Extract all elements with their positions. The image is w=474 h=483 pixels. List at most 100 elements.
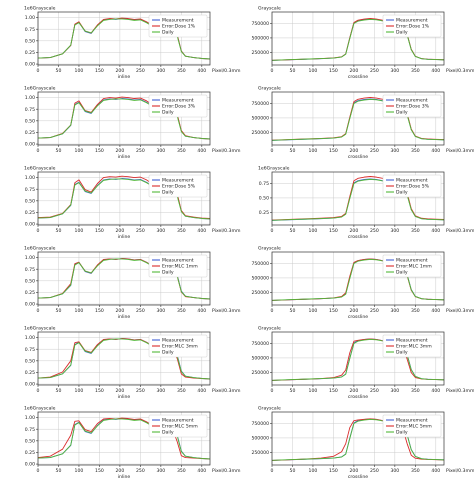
legend-box	[382, 94, 442, 118]
axis-header: 1e6Grayscale	[24, 6, 56, 12]
x-tick-label: 100	[75, 388, 84, 394]
pixel-unit-label: Pixel/0.3mm	[446, 308, 474, 314]
y-tick-label: 0.50	[25, 198, 35, 204]
pixel-unit-label: Pixel/0.3mm	[212, 308, 241, 314]
series-line-2	[37, 338, 211, 380]
x-tick-label: 250	[370, 68, 379, 74]
x-tick-label: 250	[370, 388, 379, 394]
y-tick-label: 0.50	[25, 438, 35, 444]
pixel-unit-label: Pixel/0.3mm	[446, 228, 474, 234]
axis-offset: 1e6	[24, 246, 33, 252]
x-tick-label: 50	[56, 148, 62, 154]
x-tick-label: 100	[309, 148, 318, 154]
x-tick-label: 150	[95, 148, 104, 154]
x-tick-label: 150	[329, 308, 338, 314]
chart-panel-4: 0 50 100 150 200 250 300 350 400 250000 500000 7500…	[251, 86, 474, 161]
chart-panel-7: 0 50 100 150 200 250 300 350 400 0.00 0.25 0.50 0.75…	[24, 246, 241, 321]
x-axis-label: inline	[118, 314, 131, 320]
x-axis-label: inline	[118, 234, 131, 240]
x-axis-label: inline	[118, 154, 131, 160]
x-tick-label: 200	[350, 148, 359, 154]
x-tick-label: 200	[116, 468, 125, 474]
x-tick-label: 300	[156, 308, 165, 314]
axis-header: Grayscale	[258, 6, 281, 12]
x-tick-label: 250	[136, 468, 145, 474]
axis-header: Grayscale	[258, 86, 281, 92]
x-tick-label: 200	[350, 68, 359, 74]
x-tick-label: 50	[56, 228, 62, 234]
x-tick-label: 100	[75, 308, 84, 314]
axis-offset: 1e6	[24, 406, 33, 412]
x-tick-label: 0	[37, 308, 40, 314]
legend-label-2: Error:MLC 5mm	[162, 424, 198, 430]
legend-label-1: Measurement	[396, 258, 428, 264]
legend-label-3: Daily	[162, 30, 174, 36]
x-tick-label: 250	[370, 468, 379, 474]
legend-label-1: Measurement	[162, 178, 194, 184]
series-line-3	[271, 338, 445, 381]
y-tick-label: 750000	[251, 341, 269, 347]
legend-label-2: Error:MLC 1mm	[396, 264, 432, 270]
x-tick-label: 50	[290, 388, 296, 394]
x-tick-label: 200	[350, 308, 359, 314]
plot-frame	[37, 331, 211, 386]
pixel-unit-label: Pixel/0.3mm	[446, 468, 474, 474]
legend-label-3: Daily	[396, 350, 408, 356]
x-tick-label: 250	[136, 228, 145, 234]
x-tick-label: 100	[309, 308, 318, 314]
x-tick-label: 100	[309, 388, 318, 394]
x-tick-label: 150	[95, 68, 104, 74]
axis-offset: 1e6	[24, 6, 33, 12]
x-axis-label: inline	[118, 474, 131, 480]
legend-label-2: Error:Dose 5%	[396, 184, 430, 190]
y-tick-label: 0.50	[25, 118, 35, 124]
chart-panel-6: 0 50 100 150 200 250 300 350 400 0.25 0.50 0.75 1e6G…	[258, 166, 474, 241]
legend-label-3: Daily	[162, 190, 174, 196]
chart-panel-3: 0 50 100 150 200 250 300 350 400 0.00 0.25 0.50 0.75…	[24, 86, 241, 161]
legend-label-3: Daily	[162, 270, 174, 276]
x-tick-label: 400	[431, 68, 440, 74]
legend-box	[382, 174, 442, 198]
x-tick-label: 0	[271, 308, 274, 314]
plot-frame	[37, 411, 211, 466]
legend-label-1: Measurement	[396, 98, 428, 104]
y-tick-label: 0.75	[25, 267, 35, 273]
x-tick-label: 50	[290, 148, 296, 154]
axis-offset: 1e6	[24, 86, 33, 92]
y-tick-label: 500000	[251, 116, 269, 122]
x-tick-label: 350	[411, 308, 420, 314]
y-tick-label: 0.75	[25, 27, 35, 33]
x-tick-label: 300	[390, 148, 399, 154]
x-tick-label: 400	[431, 468, 440, 474]
chart-panel-10: 0 50 100 150 200 250 300 350 400 250000 500000 7500…	[251, 326, 474, 401]
legend-label-3: Daily	[396, 270, 408, 276]
axis-offset: 1e6	[24, 166, 33, 172]
legend-box	[148, 414, 208, 438]
x-tick-label: 100	[75, 468, 84, 474]
x-tick-label: 400	[431, 228, 440, 234]
x-tick-label: 350	[411, 228, 420, 234]
x-tick-label: 50	[56, 388, 62, 394]
y-tick-label: 0.75	[25, 187, 35, 193]
x-tick-label: 350	[177, 388, 186, 394]
axis-header: 1e6Grayscale	[24, 86, 56, 92]
x-tick-label: 50	[56, 468, 62, 474]
pixel-unit-label: Pixel/0.3mm	[212, 388, 241, 394]
y-tick-label: 0.00	[25, 142, 35, 148]
series-line-3	[37, 418, 211, 460]
legend-label-2: Error:MLC 1mm	[162, 264, 198, 270]
x-tick-label: 0	[37, 148, 40, 154]
plot-frame	[37, 91, 211, 146]
pixel-unit-label: Pixel/0.3mm	[446, 68, 474, 74]
plot-frame	[271, 171, 445, 226]
x-axis-label: crossline	[348, 314, 368, 320]
x-tick-label: 350	[411, 468, 420, 474]
y-tick-label: 0.50	[25, 358, 35, 364]
axis-header: 1e6Grayscale	[24, 326, 56, 332]
x-tick-label: 150	[95, 468, 104, 474]
axis-header: 1e6Grayscale	[24, 246, 56, 252]
plot-frame	[37, 11, 211, 66]
x-tick-label: 150	[95, 308, 104, 314]
x-tick-label: 400	[431, 148, 440, 154]
x-tick-label: 150	[329, 388, 338, 394]
